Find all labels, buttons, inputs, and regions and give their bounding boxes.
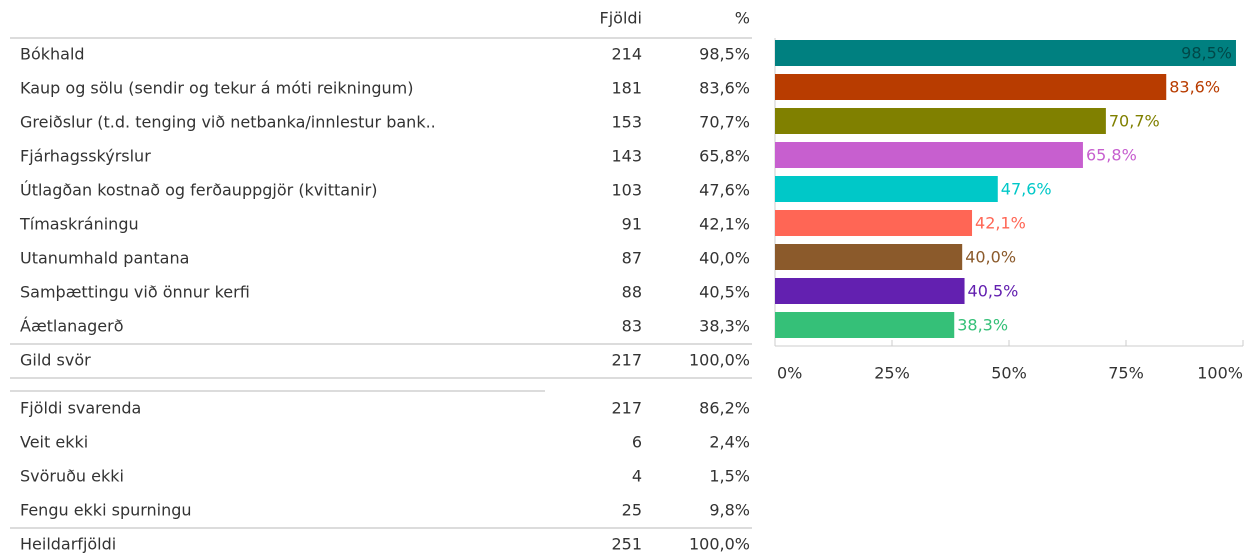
row-count: 91 <box>622 215 642 234</box>
row-percent: 98,5% <box>699 45 750 64</box>
row-percent: 40,5% <box>699 283 750 302</box>
value-label: 83,6% <box>1169 78 1220 97</box>
value-label: 65,8% <box>1086 146 1137 165</box>
row-percent: 65,8% <box>699 147 750 166</box>
row-label: Útlagðan kostnað og ferðauppgjör (kvitta… <box>20 181 378 200</box>
row-label: Greiðslur (t.d. tenging við netbanka/inn… <box>20 113 436 132</box>
value-label: 40,5% <box>968 282 1019 301</box>
row-label: Kaup og sölu (sendir og tekur á móti rei… <box>20 79 413 98</box>
row-count: 214 <box>611 45 642 64</box>
row-percent: 2,4% <box>709 433 750 452</box>
row-percent: 42,1% <box>699 215 750 234</box>
row-percent: 40,0% <box>699 249 750 268</box>
row-label: Fjöldi svarenda <box>20 399 141 418</box>
row-count: 6 <box>632 433 642 452</box>
row-percent: 83,6% <box>699 79 750 98</box>
row-count: 88 <box>622 283 642 302</box>
row-label: Gild svör <box>20 351 91 370</box>
value-label: 38,3% <box>957 316 1008 335</box>
x-tick-label: 25% <box>874 364 910 383</box>
bar <box>775 312 955 338</box>
row-label: Veit ekki <box>20 433 88 452</box>
bar <box>775 108 1106 134</box>
bar <box>775 210 973 236</box>
row-count: 217 <box>611 351 642 370</box>
row-percent: 1,5% <box>709 467 750 486</box>
x-tick-label: 100% <box>1197 364 1243 383</box>
row-percent: 9,8% <box>709 501 750 520</box>
row-percent: 86,2% <box>699 399 750 418</box>
row-percent: 70,7% <box>699 113 750 132</box>
row-label: Samþættingu við önnur kerfi <box>20 283 250 302</box>
row-count: 4 <box>632 467 642 486</box>
x-tick-label: 0% <box>777 364 802 383</box>
row-label: Utanumhald pantana <box>20 249 189 268</box>
column-header: % <box>735 9 750 28</box>
bar <box>775 40 1236 66</box>
value-label: 40,0% <box>965 248 1016 267</box>
bar <box>775 142 1083 168</box>
row-count: 87 <box>622 249 642 268</box>
row-label: Svöruðu ekki <box>20 467 124 486</box>
row-label: Fjárhagsskýrslur <box>20 147 151 166</box>
bar <box>775 74 1167 100</box>
x-tick-label: 75% <box>1108 364 1144 383</box>
value-label: 70,7% <box>1109 112 1160 131</box>
row-percent: 100,0% <box>689 535 750 554</box>
bar <box>775 176 998 202</box>
row-percent: 47,6% <box>699 181 750 200</box>
bar <box>775 278 965 304</box>
value-label: 47,6% <box>1001 180 1052 199</box>
row-count: 143 <box>611 147 642 166</box>
value-label: 98,5% <box>1181 44 1232 63</box>
bar <box>775 244 963 270</box>
row-label: Heildarfjöldi <box>20 535 116 554</box>
row-count: 83 <box>622 317 642 336</box>
value-label: 42,1% <box>975 214 1026 233</box>
row-label: Bókhald <box>20 45 85 64</box>
row-count: 103 <box>611 181 642 200</box>
row-label: Fengu ekki spurningu <box>20 501 192 520</box>
row-count: 251 <box>611 535 642 554</box>
column-header: Fjöldi <box>600 9 642 28</box>
row-percent: 100,0% <box>689 351 750 370</box>
row-count: 181 <box>611 79 642 98</box>
row-percent: 38,3% <box>699 317 750 336</box>
x-tick-label: 50% <box>991 364 1027 383</box>
row-label: Tímaskráningu <box>19 215 139 234</box>
row-count: 217 <box>611 399 642 418</box>
row-count: 153 <box>611 113 642 132</box>
row-label: Áætlanagerð <box>20 317 124 336</box>
row-count: 25 <box>622 501 642 520</box>
